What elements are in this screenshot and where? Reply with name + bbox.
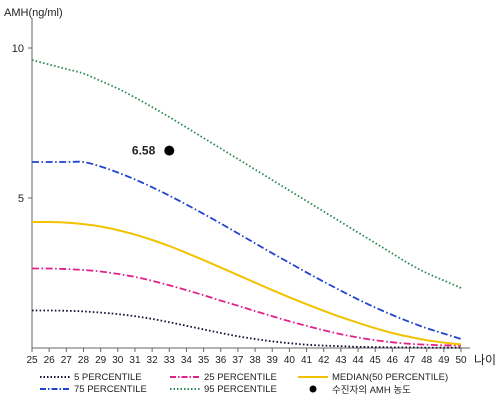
y-tick-label: 10 — [12, 43, 24, 55]
x-tick-label: 41 — [301, 355, 313, 366]
x-tick-label: 42 — [318, 355, 330, 366]
x-tick-label: 49 — [438, 355, 450, 366]
x-tick-label: 45 — [370, 355, 382, 366]
x-tick-label: 26 — [44, 355, 56, 366]
x-tick-label: 37 — [232, 355, 244, 366]
x-tick-label: 31 — [129, 355, 141, 366]
legend-5-percentile: 5 PERCENTILE — [40, 371, 142, 383]
legend-label: 25 PERCENTILE — [204, 371, 277, 383]
x-tick-label: 32 — [147, 355, 159, 366]
x-tick-label: 29 — [95, 355, 107, 366]
legend-label: MEDIAN(50 PERCENTILE) — [332, 371, 449, 383]
legend-label: 5 PERCENTILE — [74, 371, 142, 383]
patient-amh-value-label: 6.58 — [132, 144, 156, 158]
legend-label: 75 PERCENTILE — [74, 383, 147, 395]
series-line-1 — [31, 267, 462, 347]
x-tick-label: 46 — [387, 355, 399, 366]
x-tick-label: 27 — [61, 355, 73, 366]
x-tick-label: 30 — [112, 355, 124, 366]
series-line-3 — [32, 160, 462, 340]
series-line-4 — [31, 59, 462, 289]
x-tick-label: 35 — [198, 355, 210, 366]
x-axis-label: 나이 — [474, 353, 496, 367]
x-tick-label: 34 — [181, 355, 193, 366]
x-tick-label: 44 — [352, 355, 364, 366]
x-tick-label: 39 — [267, 355, 279, 366]
x-tick-label: 33 — [164, 355, 176, 366]
legend-swatch — [170, 376, 200, 378]
legend-95-percentile: 95 PERCENTILE — [170, 383, 277, 395]
legend-75-percentile: 75 PERCENTILE — [40, 383, 147, 395]
chart-legend: 5 PERCENTILE 25 PERCENTILE MEDIAN(50 PER… — [40, 371, 480, 399]
legend-swatch — [170, 388, 200, 390]
x-tick-label: 50 — [455, 355, 467, 366]
x-tick-label: 48 — [421, 355, 433, 366]
legend-marker: 수진자의 AMH 농도 — [298, 383, 411, 396]
series-line-2 — [31, 220, 462, 346]
x-tick-label: 40 — [284, 355, 296, 366]
legend-label: 95 PERCENTILE — [204, 383, 277, 395]
x-tick-label: 36 — [215, 355, 227, 366]
legend-swatch — [298, 376, 328, 378]
legend-swatch — [40, 388, 70, 390]
x-tick-label: 28 — [78, 355, 90, 366]
legend-marker-swatch — [309, 385, 317, 393]
x-tick-label: 25 — [26, 355, 38, 366]
x-tick-label: 38 — [250, 355, 262, 366]
amh-chart: AMH(ng/ml) 5 10 25 26 27 28 29 30 31 32 33 34 35 36 3… — [4, 7, 496, 367]
y-axis-label: AMH(ng/ml) — [4, 7, 63, 19]
legend-25-percentile: 25 PERCENTILE — [170, 371, 277, 383]
patient-amh-marker — [164, 145, 175, 156]
legend-median: MEDIAN(50 PERCENTILE) — [298, 371, 448, 383]
x-tick-label: 43 — [335, 355, 347, 366]
series-line-0 — [31, 309, 462, 349]
y-tick-label: 5 — [18, 193, 24, 205]
x-tick-label: 47 — [404, 355, 416, 366]
legend-swatch — [40, 376, 70, 378]
legend-label: 수진자의 AMH 농도 — [332, 385, 411, 396]
